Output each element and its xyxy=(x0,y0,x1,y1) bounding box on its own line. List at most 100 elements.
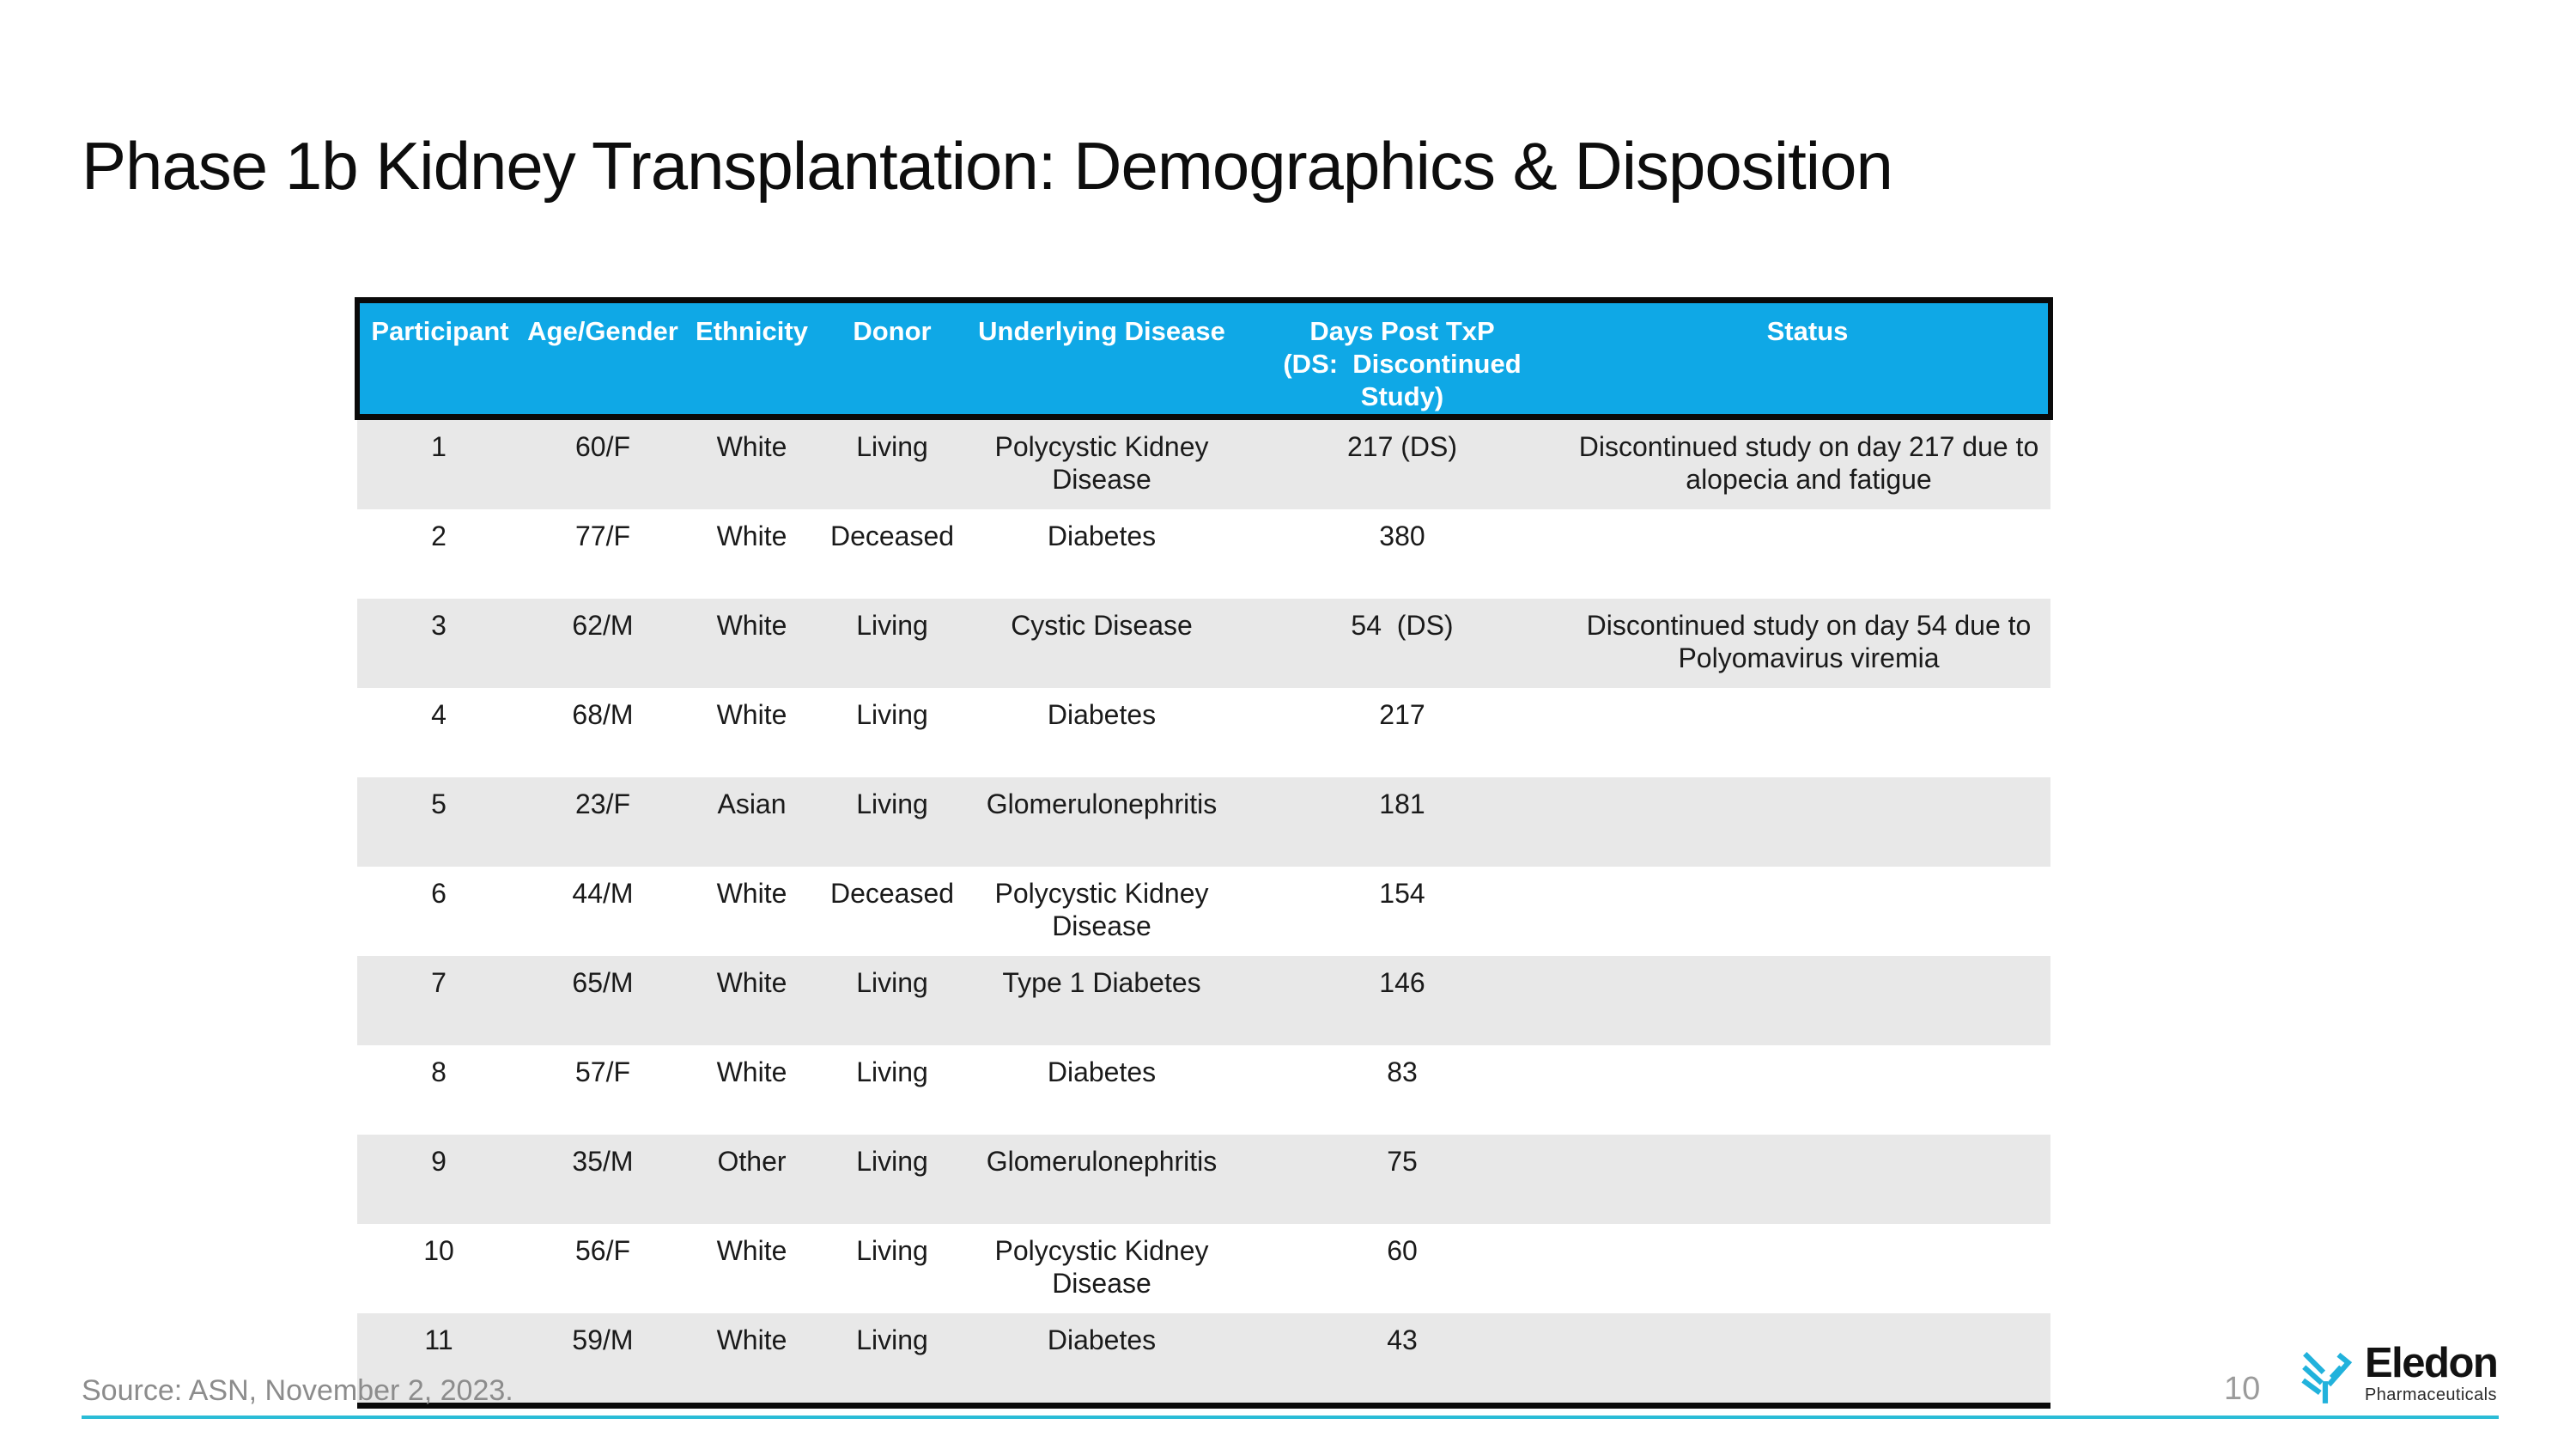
table-row: 6 44/M White Deceased Polycystic Kidney Dise… xyxy=(357,867,2050,956)
table-cell-donor: Deceased xyxy=(829,878,955,909)
table-cell-donor: Living xyxy=(856,1235,928,1266)
table-cell-status xyxy=(1567,1224,2050,1313)
table-cell-disease: Cystic Disease xyxy=(1011,610,1193,641)
table-cell-participant: 11 xyxy=(357,1313,520,1409)
table-cell-donor: Living xyxy=(856,431,928,462)
table-cell-ethnicity: White xyxy=(716,878,787,909)
col-header-underlying-disease: Underlying Disease xyxy=(966,297,1237,420)
source-note: Source: ASN, November 2, 2023. xyxy=(82,1374,513,1407)
col-header-age-gender: Age/Gender xyxy=(520,297,685,420)
table-cell-days_post_txp: 217 (DS) xyxy=(1346,431,1458,462)
table-cell-status xyxy=(1567,509,2050,599)
table-cell-days_post_txp: 75 xyxy=(1387,1146,1418,1177)
table-cell-ethnicity: White xyxy=(716,521,787,551)
table-row: 1 60/F White Living Polycystic Kidney Diseas… xyxy=(357,417,2050,509)
table-cell-disease: Glomerulonephritis xyxy=(986,1146,1218,1177)
table-cell-age_gender: 59/M xyxy=(520,1313,685,1409)
table-cell-participant: 7 xyxy=(431,967,447,998)
table-cell-days_post_txp: 146 xyxy=(1379,967,1425,998)
table-row: 8 57/F White Living Diabetes 83 xyxy=(357,1045,2050,1135)
table-cell-days_post_txp: 83 xyxy=(1387,1056,1418,1087)
table-cell-donor: Living xyxy=(856,1146,928,1177)
table-cell-age_gender: 23/F xyxy=(574,788,631,819)
eledon-logo-name: Eledon xyxy=(2365,1340,2499,1386)
table-cell-status xyxy=(1567,1135,2050,1224)
table-cell-age_gender: 65/M xyxy=(572,967,634,998)
table-cell-age_gender: 62/M xyxy=(572,610,634,641)
table-cell-days_post_txp: 181 xyxy=(1379,788,1425,819)
table-row: 5 23/F Asian Living Glomerulonephritis 181 xyxy=(357,777,2050,867)
table-cell-age_gender: 57/F xyxy=(574,1056,631,1087)
table-cell-status xyxy=(1567,688,2050,777)
table-row: 11 59/M White Living Diabetes 43 xyxy=(357,1313,2050,1409)
col-header-status: Status xyxy=(1567,297,2053,420)
table-row: 7 65/M White Living Type 1 Diabetes 146 xyxy=(357,956,2050,1045)
table-cell-status xyxy=(1567,1313,2050,1409)
table-cell-status xyxy=(1567,956,2050,1045)
table-cell-status xyxy=(1567,1045,2050,1135)
table-row: 4 68/M White Living Diabetes 217 xyxy=(357,688,2050,777)
col-header-days-line2: (DS: Discontinued Study) xyxy=(1283,349,1522,411)
table-cell-days_post_txp: 54 (DS) xyxy=(1351,610,1454,641)
table-cell-age_gender: 35/M xyxy=(572,1146,634,1177)
table-cell-participant: 9 xyxy=(431,1146,447,1177)
table-cell-status: Discontinued study on day 54 due to Poly… xyxy=(1586,610,2032,673)
table-cell-donor: Deceased xyxy=(829,521,955,551)
table-cell-donor: Living xyxy=(856,610,928,641)
table-cell-days_post_txp: 154 xyxy=(1379,878,1425,909)
col-header-days-post-txp: Days Post TxP (DS: Discontinued Study) xyxy=(1237,297,1567,420)
table-cell-ethnicity: White xyxy=(716,699,787,730)
table-cell-ethnicity: White xyxy=(716,610,787,641)
table-cell-donor: Living xyxy=(856,967,928,998)
eledon-logo: Eledon Pharmaceuticals xyxy=(2298,1340,2499,1407)
table-cell-age_gender: 77/F xyxy=(574,521,631,551)
eledon-antibody-icon xyxy=(2301,1351,2353,1403)
table-cell-ethnicity: Asian xyxy=(717,788,787,819)
table-body: 1 60/F White Living Polycystic Kidney Diseas… xyxy=(357,417,2050,1409)
table-cell-disease: Diabetes xyxy=(966,1313,1237,1409)
table-cell-status xyxy=(1567,777,2050,867)
table-cell-disease: Diabetes xyxy=(1047,521,1157,551)
col-header-ethnicity: Ethnicity xyxy=(685,297,818,420)
table-cell-donor: Living xyxy=(818,1313,966,1409)
table-cell-status: Discontinued study on day 217 due to alo… xyxy=(1578,431,2039,495)
table-cell-disease: Glomerulonephritis xyxy=(986,788,1218,819)
table-cell-disease: Polycystic Kidney Disease xyxy=(994,1235,1209,1299)
table-cell-days_post_txp: 43 xyxy=(1237,1313,1567,1409)
table-cell-status xyxy=(1567,867,2050,956)
table-row: 2 77/F White Deceased Diabetes 380 xyxy=(357,509,2050,599)
table-cell-ethnicity: White xyxy=(716,431,787,462)
col-header-donor: Donor xyxy=(818,297,966,420)
table-cell-ethnicity: White xyxy=(685,1313,818,1409)
page-number: 10 xyxy=(2224,1371,2261,1407)
table-cell-ethnicity: White xyxy=(716,967,787,998)
table-cell-days_post_txp: 60 xyxy=(1387,1235,1418,1266)
table-cell-disease: Polycystic Kidney Disease xyxy=(994,878,1209,941)
table-cell-disease: Type 1 Diabetes xyxy=(1002,967,1201,998)
table-cell-donor: Living xyxy=(856,699,928,730)
eledon-logo-text: Eledon Pharmaceuticals xyxy=(2365,1340,2499,1405)
table-cell-age_gender: 60/F xyxy=(574,431,631,462)
table-cell-age_gender: 44/M xyxy=(572,878,634,909)
footer-accent-line xyxy=(82,1416,2499,1419)
table-cell-ethnicity: White xyxy=(716,1235,787,1266)
table-row: 10 56/F White Living Polycystic Kidney Disea… xyxy=(357,1224,2050,1313)
table-row: 9 35/M Other Living Glomerulonephritis 75 xyxy=(357,1135,2050,1224)
page-title: Phase 1b Kidney Transplantation: Demogra… xyxy=(82,128,1893,204)
table-row: 3 62/M White Living Cystic Disease 54 (DS) Dis… xyxy=(357,599,2050,688)
col-header-participant: Participant xyxy=(355,297,520,420)
table-cell-donor: Living xyxy=(856,1056,928,1087)
demographics-table: Participant Age/Gender Ethnicity Donor U… xyxy=(355,297,2053,1409)
table-cell-participant: 2 xyxy=(431,521,447,551)
col-header-days-line1: Days Post TxP xyxy=(1309,316,1495,346)
table-cell-disease: Polycystic Kidney Disease xyxy=(994,431,1209,495)
table-cell-donor: Living xyxy=(856,788,928,819)
table-cell-age_gender: 56/F xyxy=(574,1235,631,1266)
table-cell-participant: 8 xyxy=(431,1056,447,1087)
table-cell-ethnicity: White xyxy=(716,1056,787,1087)
table-cell-participant: 3 xyxy=(431,610,447,641)
eledon-logo-subtext: Pharmaceuticals xyxy=(2365,1385,2497,1404)
table-cell-disease: Diabetes xyxy=(1047,1056,1157,1087)
table-cell-days_post_txp: 380 xyxy=(1379,521,1425,551)
